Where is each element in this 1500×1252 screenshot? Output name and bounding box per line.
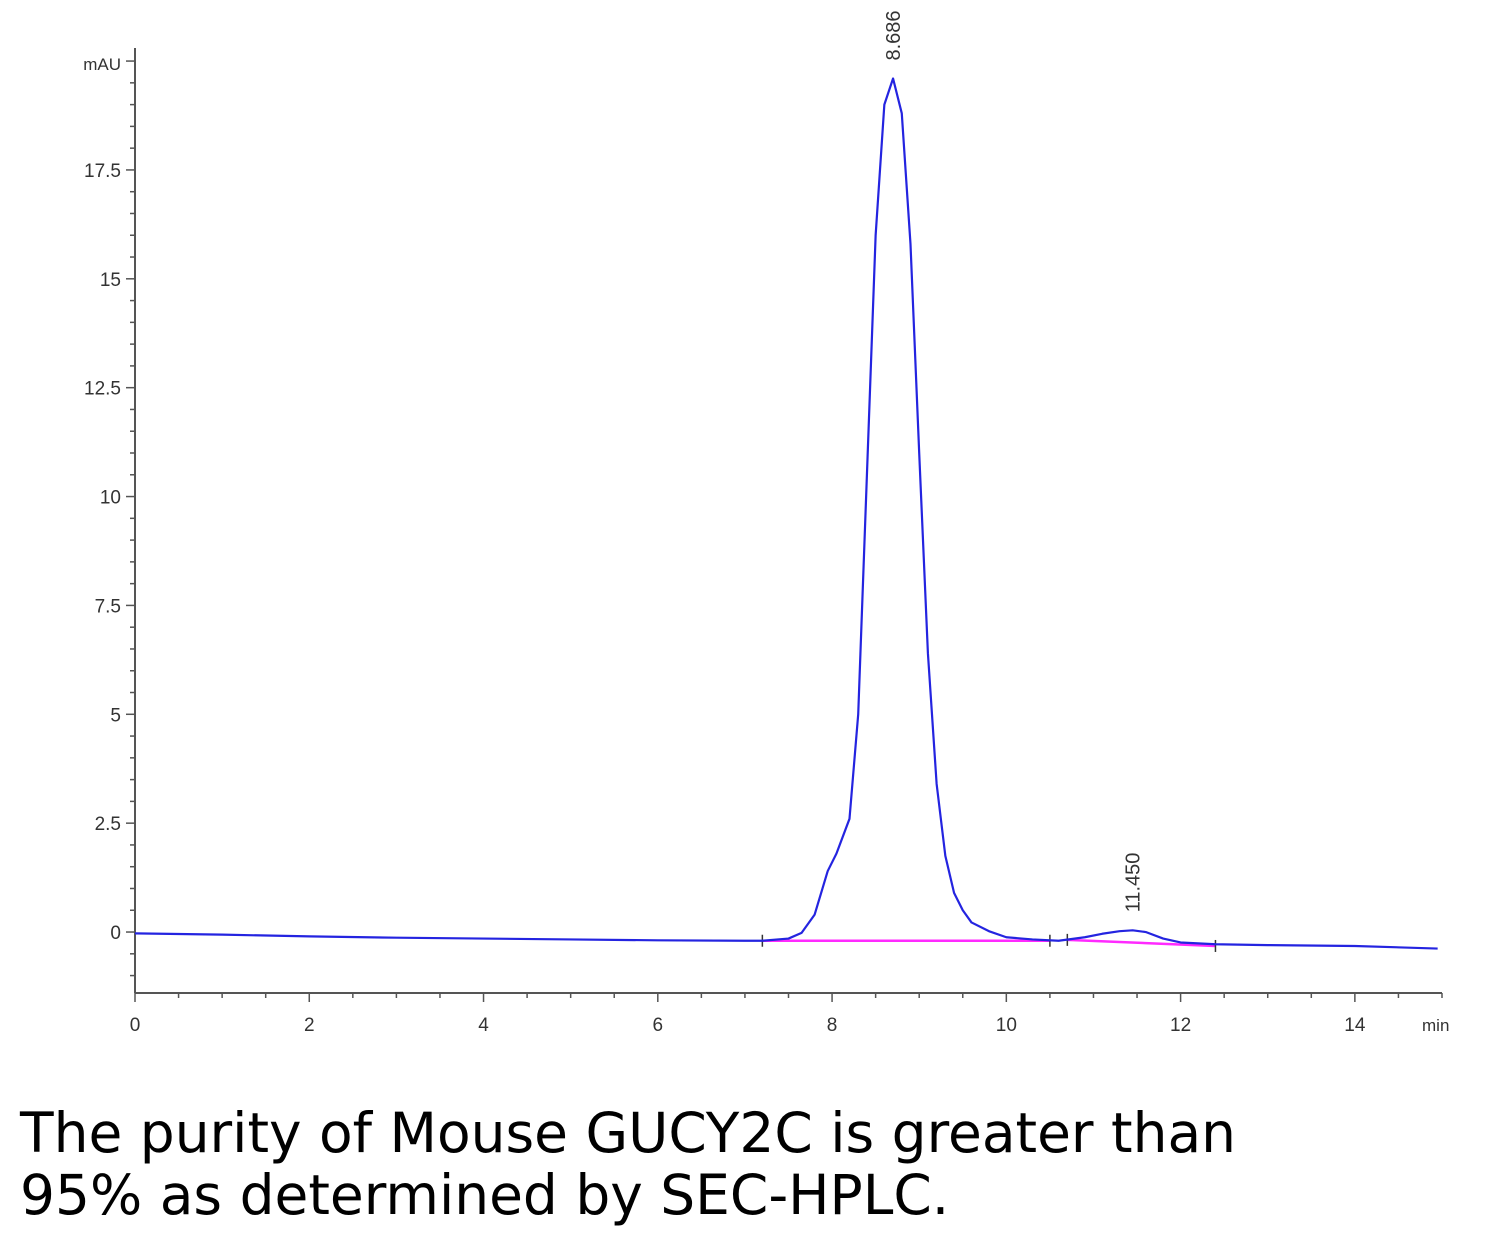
chart-axes (134, 48, 1442, 994)
x-tick-label: 10 (996, 1015, 1017, 1036)
x-tick-label: 12 (1170, 1015, 1191, 1036)
x-tick-label: 4 (478, 1015, 489, 1036)
y-unit-label: mAU (83, 55, 121, 74)
y-tick-label: 17.5 (84, 161, 121, 182)
integration-baseline (1067, 938, 1216, 948)
x-tick-label: 2 (304, 1015, 315, 1036)
x-unit-label: min (1422, 1016, 1449, 1035)
caption: The purity of Mouse GUCY2C is greater th… (20, 1102, 1460, 1226)
tick-labels: 0 2.5 5 7.5 10 12.5 15 17.5 0 2 4 6 8 10 12 14 mAU min (83, 55, 1449, 1036)
minor-ticks (126, 60, 1443, 1002)
peak-retention-label: 8.686 (883, 10, 905, 60)
y-tick-label: 10 (100, 488, 121, 509)
chromatogram-series (134, 77, 1438, 950)
peak-annotations: 8.686 11.450 (883, 10, 1145, 912)
y-tick-label: 15 (100, 270, 121, 291)
chromatogram-chart: 0 2.5 5 7.5 10 12.5 15 17.5 0 2 4 6 8 10 12 14 mAU min 8.… (83, 10, 1449, 1036)
y-tick-label: 7.5 (95, 596, 121, 617)
x-tick-label: 8 (827, 1015, 838, 1036)
y-tick-label: 2.5 (95, 814, 121, 835)
caption-line-2: 95% as determined by SEC-HPLC. (20, 1163, 950, 1227)
y-tick-label: 5 (110, 705, 121, 726)
caption-line-1: The purity of Mouse GUCY2C is greater th… (20, 1101, 1237, 1165)
x-tick-label: 0 (130, 1015, 141, 1036)
chromatogram-line (134, 77, 1438, 950)
y-tick-label: 12.5 (84, 379, 121, 400)
x-tick-label: 14 (1344, 1015, 1366, 1036)
integration-baselines (761, 933, 1217, 952)
x-tick-label: 6 (653, 1015, 664, 1036)
peak-retention-label: 11.450 (1123, 853, 1145, 913)
y-tick-label: 0 (110, 923, 121, 944)
